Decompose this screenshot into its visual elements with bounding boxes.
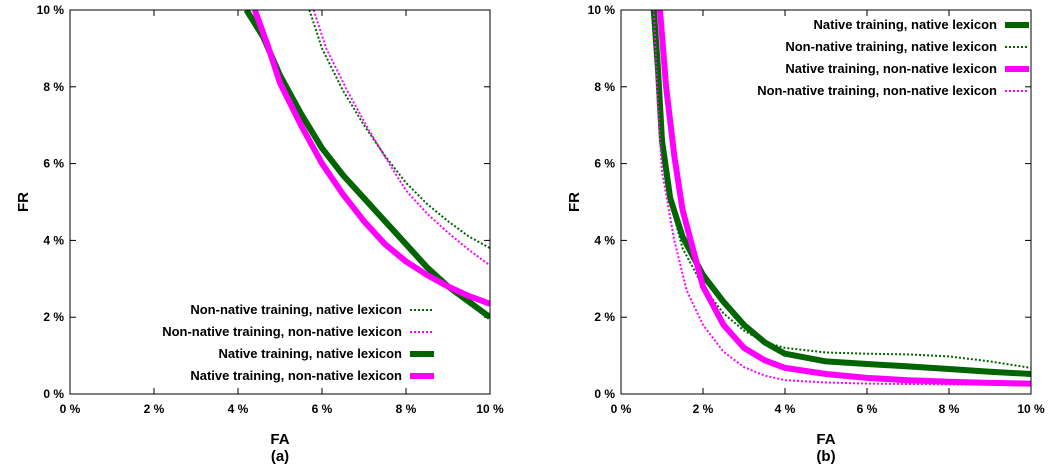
- x-tick-label: 0 %: [60, 402, 81, 416]
- plot-frame: [620, 9, 1032, 395]
- chart-panel-b: 0 % 2 % 4 % 6 % 8 % 10 % 0 % 2 % 4 % 6 % 8 % 10 % Na…: [566, 3, 1045, 465]
- x-tick-label: 6 %: [312, 402, 333, 416]
- x-tick-label: 0 %: [611, 402, 632, 416]
- x-axis-label: FA: [270, 431, 289, 448]
- legend-label: Native training, non-native lexicon: [190, 368, 402, 383]
- x-tick-label: 6 %: [857, 402, 878, 416]
- legend-label: Native training, native lexicon: [814, 17, 998, 32]
- series-line: [243, 10, 490, 320]
- legend-label: Native training, native lexicon: [219, 346, 403, 361]
- series-line: [312, 10, 490, 267]
- legend-label: Native training, non-native lexicon: [785, 61, 997, 76]
- panel-label: (a): [271, 448, 289, 465]
- y-tick-label: 4 %: [594, 233, 615, 247]
- y-tick-label: 6 %: [43, 157, 64, 171]
- x-tick-label: 10 %: [1017, 402, 1045, 416]
- y-tick-label: 4 %: [43, 233, 64, 247]
- legend-label: Non-native training, native lexicon: [785, 39, 997, 54]
- x-tick-label: 4 %: [228, 402, 249, 416]
- y-axis-label: FR: [566, 192, 583, 212]
- x-tick-label: 8 %: [396, 402, 417, 416]
- legend-label: Non-native training, non-native lexicon: [162, 324, 402, 339]
- y-tick-label: 2 %: [43, 310, 64, 324]
- x-tick-label: 8 %: [939, 402, 960, 416]
- y-tick-label: 0 %: [43, 387, 64, 401]
- series-line: [308, 10, 490, 249]
- y-tick-label: 10 %: [588, 3, 616, 17]
- y-tick-label: 2 %: [594, 310, 615, 324]
- x-tick-label: 4 %: [775, 402, 796, 416]
- panel-label: (b): [816, 448, 835, 465]
- x-axis-label: FA: [816, 431, 835, 448]
- legend-label: Non-native training, native lexicon: [190, 302, 402, 317]
- plot-frame: [69, 9, 491, 395]
- series-line: [652, 10, 1031, 386]
- x-tick-label: 10 %: [476, 402, 504, 416]
- y-tick-label: 8 %: [43, 80, 64, 94]
- y-tick-label: 6 %: [594, 157, 615, 171]
- chart-panel-a: 0 % 2 % 4 % 6 % 8 % 10 % 0 % 2 % 4 % 6 % 8 % 10 % No…: [15, 3, 504, 465]
- y-tick-label: 0 %: [594, 387, 615, 401]
- series-line: [650, 10, 1031, 369]
- x-tick-label: 2 %: [693, 402, 714, 416]
- legend-label: Non-native training, non-native lexicon: [757, 83, 997, 98]
- x-tick-label: 2 %: [144, 402, 165, 416]
- y-tick-label: 8 %: [594, 80, 615, 94]
- series-line: [657, 10, 1031, 387]
- y-tick-label: 10 %: [37, 3, 65, 17]
- y-axis-label: FR: [15, 192, 32, 212]
- series-line: [251, 10, 490, 307]
